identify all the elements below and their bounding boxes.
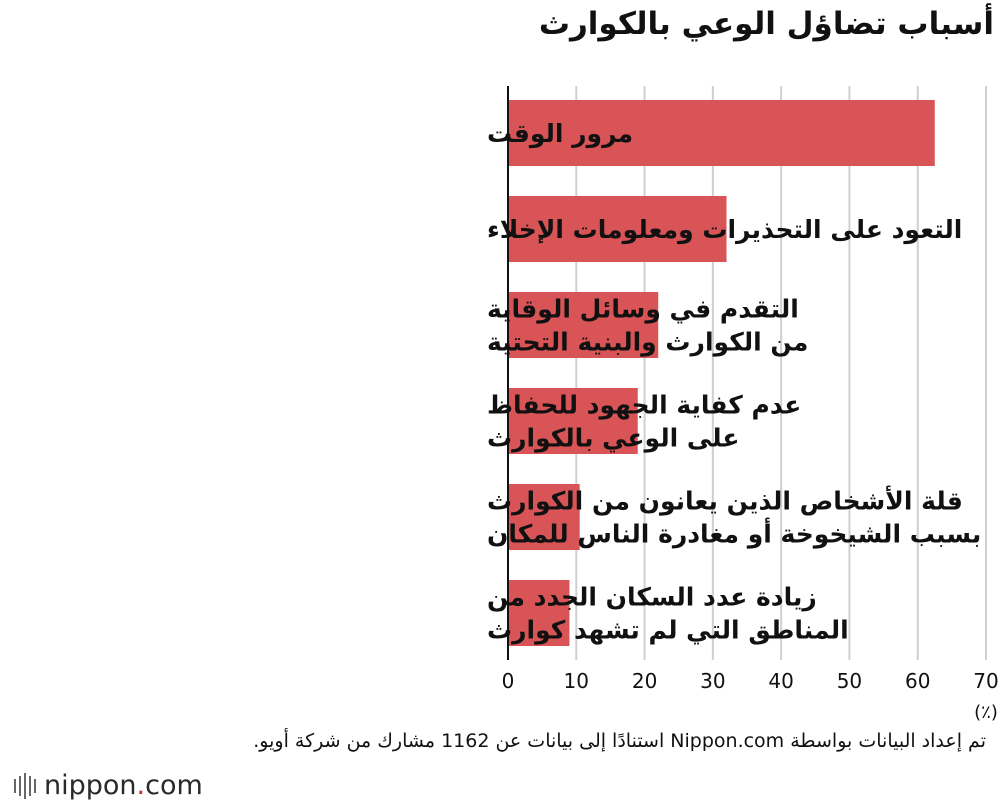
brand-suffix: com [145, 770, 203, 801]
category-label-4: عدم كفاية الجهود للحفاظ على الوعي بالكوار… [487, 391, 801, 454]
bar-2 [508, 196, 727, 262]
category-label-3: التقدم في وسائل الوقاية من الكوارث والبني… [487, 295, 808, 358]
category-label-2: التعود على التحذيرات ومعلومات الإخلاء [487, 215, 962, 245]
x-tick-label-70: 70 [973, 669, 998, 693]
x-tick-label-30: 30 [700, 669, 725, 693]
category-label-line: قلة الأشخاص الذين يعانون من الكوارث [487, 486, 963, 517]
category-label-line: المناطق التي لم تشهد كوارث [487, 616, 849, 646]
x-tick-label-50: 50 [837, 669, 862, 693]
source-note: تم إعداد البيانات بواسطة Nippon.com استن… [253, 730, 986, 752]
x-axis-unit-label: (٪) [974, 702, 998, 723]
nippon-logo: nippon.com [14, 770, 203, 801]
category-label-line: التقدم في وسائل الوقاية [487, 295, 799, 325]
brand-name: nippon [44, 770, 137, 801]
brand-dot: . [136, 770, 146, 801]
category-label-1: مرور الوقت [487, 119, 633, 149]
x-tick-label-60: 60 [905, 669, 930, 693]
bar-chart: مرور الوقت التعود على التحذيرات ومعلومات … [487, 86, 999, 723]
bar-5 [508, 484, 580, 550]
category-label-line: بسبب الشيخوخة أو مغادرة الناس للمكان [487, 518, 981, 550]
category-label-line: مرور الوقت [487, 119, 633, 149]
bar-6 [508, 580, 570, 646]
nippon-mark-icon [14, 772, 36, 799]
category-label-line: على الوعي بالكوارث [487, 424, 739, 454]
x-tick-label-40: 40 [768, 669, 793, 693]
x-tick-label-10: 10 [564, 669, 589, 693]
category-label-6: زيادة عدد السكان الجدد من المناطق التي لم… [487, 583, 849, 646]
category-label-line: التعود على التحذيرات ومعلومات الإخلاء [487, 215, 962, 245]
bar-3 [508, 292, 659, 358]
category-label-5: قلة الأشخاص الذين يعانون من الكوارث بسبب … [487, 486, 981, 550]
category-label-line: عدم كفاية الجهود للحفاظ [487, 391, 801, 421]
category-label-line: من الكوارث والبنية التحتية [487, 328, 808, 358]
x-tick-label-0: 0 [502, 669, 515, 693]
bar-4 [508, 388, 638, 454]
bar-1 [508, 100, 935, 166]
chart-title: أسباب تضاؤل الوعي بالكوارث [538, 6, 994, 42]
category-label-line: زيادة عدد السكان الجدد من [487, 583, 817, 613]
x-tick-label-20: 20 [632, 669, 657, 693]
